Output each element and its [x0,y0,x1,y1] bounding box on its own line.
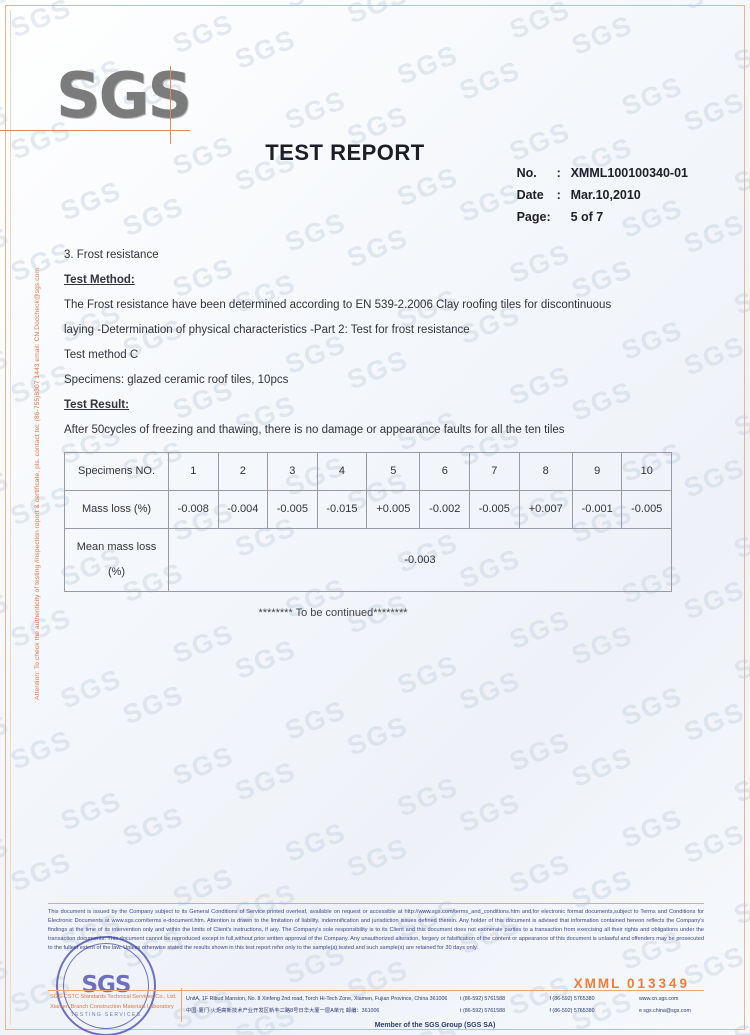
cell-mass-loss-value: +0.007 [518,490,573,529]
job-number-value: 013349 [626,976,690,991]
logo-horizontal-rule [0,130,190,131]
cell-specimen-number: 4 [316,452,368,491]
meta-label-page: Page: [516,210,551,224]
method-line-3: Test method C [64,349,139,361]
test-method-heading-row: Test Method: [64,268,672,293]
member-of-sgs-group: Member of the SGS Group (SGS SA) [374,1022,496,1029]
table-row-mean-mass-loss: Mean mass loss (%) -0.003 [64,528,672,592]
test-result-label: Test Result: [64,399,129,411]
footer-top-rule [48,903,704,904]
footer-bottom-rule [48,990,704,991]
method-line-1: The Frost resistance have been determine… [64,299,612,311]
company-line-1: SGS-CSTC Standards Technical Services Co… [50,994,177,1000]
contact-row-1: t (86-592) 5761588 f (86-592) 5765380 ww… [460,993,691,1005]
meta-colon-no: : [556,166,561,180]
cell-mass-loss-value: -0.005 [267,490,318,529]
company-name-block: SGS-CSTC Standards Technical Services Co… [50,992,180,1012]
meta-label-date: Date [516,188,544,202]
page-title: TEST REPORT [265,140,425,165]
job-number-prefix: XMML [573,976,622,991]
cell-specimen-number: 3 [267,452,318,491]
report-meta: No. : XMML100100340-01 Date : Mar.10,201… [517,162,688,228]
report-body: 3. Frost resistance Test Method: The Fro… [64,243,672,626]
contact-block: t (86-592) 5761588 f (86-592) 5765380 ww… [460,993,691,1017]
meta-row-no: No. : XMML100100340-01 [517,162,688,184]
company-line-2: Xiamen Branch Construction Materials Lab… [50,1004,174,1010]
fax-2: f (86-592) 5765380 [549,1008,595,1014]
test-method-label: Test Method: [64,274,135,286]
cell-mass-loss-value: +0.005 [366,490,421,529]
row-label-specimens: Specimens NO. [64,452,169,491]
meta-row-date: Date : Mar.10,2010 [517,184,688,206]
meta-value-date: Mar.10,2010 [570,188,641,202]
meta-value-page: 5 of 7 [570,210,604,224]
address-english: UnitA, 1F Ribud Mansion, No. 8 Xinfeng 2… [186,996,448,1002]
method-line-2: laying -Determination of physical charac… [64,324,470,336]
meta-value-no: XMML100100340-01 [570,166,688,180]
to-be-continued-note: ******** To be continued******** [258,607,408,619]
table-row-specimens: Specimens NO. 1 2 3 4 5 6 7 8 9 10 [64,452,672,491]
address-chinese: 中国·厦门·火炬高新技术产业开发区新丰二路8号日华大厦一层A单元 邮编：3610… [186,1008,380,1014]
row-label-mean-mass-loss: Mean mass loss (%) [64,528,169,592]
meta-label-no: No. [516,166,537,180]
cell-mass-loss-value: -0.005 [621,490,672,529]
meta-row-page: Page: 5 of 7 [517,206,688,228]
cell-specimen-number: 1 [168,452,219,491]
tel-2: t (86-592) 5761588 [460,1008,506,1014]
row-label-mass-loss: Mass loss (%) [64,490,169,529]
authenticity-side-note: Attention: To check the authenticity of … [26,268,42,828]
result-statement: After 50cycles of freezing and thawing, … [64,424,565,436]
logo-vertical-rule [170,66,171,144]
cell-specimen-number: 8 [518,452,573,491]
cell-specimen-number: 10 [621,452,672,491]
contact-row-2: t (86-592) 5761588 f (86-592) 5765380 e … [460,1005,691,1017]
test-result-heading-row: Test Result: [64,393,672,418]
cell-mass-loss-value: -0.008 [168,490,219,529]
cell-mass-loss-value: -0.015 [316,490,368,529]
cell-specimen-number: 9 [571,452,623,491]
cell-mass-loss-value: -0.002 [419,490,471,529]
sgs-logo: SGS [0,59,236,144]
cell-mass-loss-value: -0.001 [571,490,623,529]
cell-mass-loss-value: -0.005 [469,490,520,529]
website: www.cn.sgs.com [638,996,679,1002]
job-number: XMML 013349 [574,976,690,991]
tel-1: t (86-592) 5761588 [460,996,506,1002]
frost-resistance-table: Specimens NO. 1 2 3 4 5 6 7 8 9 10 Mass loss (%) … [64,452,672,592]
cell-mass-loss-value: -0.004 [217,490,269,529]
authenticity-side-note-text: Attention: To check the authenticity of … [34,268,41,700]
meta-colon-date: : [556,188,561,202]
meta-colon-page [557,206,571,228]
address-block: UnitA, 1F Ribud Mansion, No. 8 Xinfeng 2… [186,993,447,1017]
table-row-mass-loss: Mass loss (%) -0.008 -0.004 -0.005 -0.015 +0… [64,490,672,529]
cell-mean-mass-loss-value: -0.003 [168,528,672,592]
cell-specimen-number: 2 [217,452,269,491]
sgs-logo-text: SGS [56,59,192,132]
specimens-line: Specimens: glazed ceramic roof tiles, 10… [64,374,289,386]
address-separator [181,988,182,1022]
legal-disclaimer: This document is issued by the Company s… [48,909,704,952]
cell-specimen-number: 7 [469,452,520,491]
section-heading: 3. Frost resistance [64,249,159,261]
cell-specimen-number: 6 [419,452,471,491]
fax-1: f (86-592) 5765380 [549,996,595,1002]
email: e sgs.china@sgs.com [638,1008,691,1014]
cell-specimen-number: 5 [366,452,421,491]
table-body: Specimens NO. 1 2 3 4 5 6 7 8 9 10 Mass loss (%) … [64,452,672,592]
